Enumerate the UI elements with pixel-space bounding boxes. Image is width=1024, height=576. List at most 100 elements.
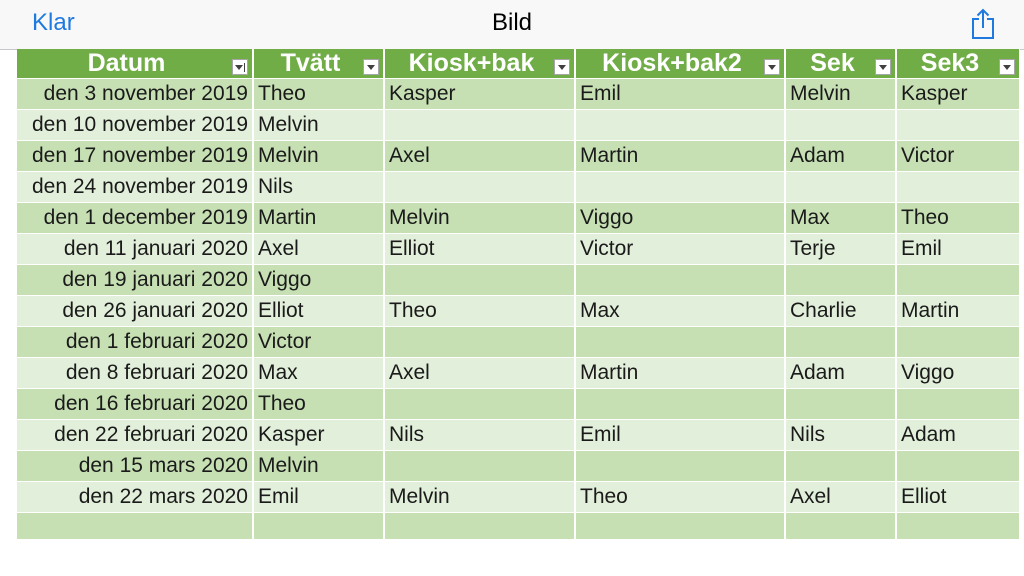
cell-datum <box>17 512 254 539</box>
cell-sek <box>785 264 897 296</box>
header-sek: Sek <box>785 49 897 79</box>
cell-datum: den 1 februari 2020 <box>17 326 254 358</box>
header-label: Sek <box>810 49 855 77</box>
cell-sek <box>785 512 897 539</box>
cell-sek: Adam <box>785 140 897 172</box>
cell-sek3: Martin <box>896 295 1020 327</box>
cell-sek3: Kasper <box>896 78 1020 110</box>
cell-tvatt: Martin <box>253 202 385 234</box>
cell-datum: den 1 december 2019 <box>17 202 254 234</box>
table-row: den 22 februari 2020 Kasper Nils Emil Nils Ad… <box>17 419 1020 451</box>
cell-sek <box>785 109 897 141</box>
cell-kiosk-bak <box>384 109 576 141</box>
cell-kiosk-bak: Axel <box>384 140 576 172</box>
done-button[interactable]: Klar <box>32 9 75 36</box>
table-row: den 22 mars 2020 Emil Melvin Theo Axel Elliot <box>17 481 1020 513</box>
table-row: den 19 januari 2020 Viggo <box>17 264 1020 296</box>
cell-kiosk-bak2 <box>575 264 786 296</box>
cell-datum: den 17 november 2019 <box>17 140 254 172</box>
cell-sek3 <box>896 450 1020 482</box>
bottom-area <box>0 539 1024 576</box>
cell-sek3: Emil <box>896 233 1020 265</box>
cell-sek <box>785 326 897 358</box>
cell-datum: den 11 januari 2020 <box>17 233 254 265</box>
table-row: den 26 januari 2020 Elliot Theo Max Charlie M… <box>17 295 1020 327</box>
cell-kiosk-bak2: Max <box>575 295 786 327</box>
cell-sek <box>785 388 897 420</box>
cell-kiosk-bak: Elliot <box>384 233 576 265</box>
filter-dropdown-icon[interactable] <box>764 59 780 75</box>
cell-sek: Melvin <box>785 78 897 110</box>
table-row: den 11 januari 2020 Axel Elliot Victor Terje… <box>17 233 1020 265</box>
cell-kiosk-bak: Melvin <box>384 481 576 513</box>
header-label: Datum <box>87 49 166 77</box>
table-row: den 1 december 2019 Martin Melvin Viggo Max T… <box>17 202 1020 234</box>
header-label: Kiosk+bak <box>408 49 535 77</box>
cell-sek3: Theo <box>896 202 1020 234</box>
cell-sek: Nils <box>785 419 897 451</box>
cell-tvatt: Melvin <box>253 109 385 141</box>
cell-kiosk-bak2 <box>575 450 786 482</box>
cell-tvatt <box>253 512 385 539</box>
cell-sek <box>785 171 897 203</box>
cell-kiosk-bak <box>384 512 576 539</box>
cell-tvatt: Axel <box>253 233 385 265</box>
cell-kiosk-bak: Axel <box>384 357 576 389</box>
sort-filter-icon[interactable] <box>232 59 248 75</box>
cell-datum: den 24 november 2019 <box>17 171 254 203</box>
cell-tvatt: Max <box>253 357 385 389</box>
cell-kiosk-bak2: Viggo <box>575 202 786 234</box>
filter-dropdown-icon[interactable] <box>999 59 1015 75</box>
cell-datum: den 22 mars 2020 <box>17 481 254 513</box>
header-tvatt: Tvätt <box>253 49 385 79</box>
filter-dropdown-icon[interactable] <box>554 59 570 75</box>
cell-kiosk-bak2: Martin <box>575 357 786 389</box>
cell-datum: den 26 januari 2020 <box>17 295 254 327</box>
cell-kiosk-bak2: Emil <box>575 78 786 110</box>
cell-tvatt: Melvin <box>253 140 385 172</box>
cell-datum: den 22 februari 2020 <box>17 419 254 451</box>
cell-kiosk-bak2: Theo <box>575 481 786 513</box>
table-row: den 15 mars 2020 Melvin <box>17 450 1020 482</box>
cell-sek <box>785 450 897 482</box>
cell-tvatt: Viggo <box>253 264 385 296</box>
cell-kiosk-bak: Nils <box>384 419 576 451</box>
cell-tvatt: Victor <box>253 326 385 358</box>
cell-kiosk-bak2: Victor <box>575 233 786 265</box>
table-row <box>17 512 1020 539</box>
cell-sek3 <box>896 512 1020 539</box>
cell-sek3 <box>896 388 1020 420</box>
filter-dropdown-icon[interactable] <box>363 59 379 75</box>
header-kiosk-bak: Kiosk+bak <box>384 49 576 79</box>
header-label: Kiosk+bak2 <box>602 49 742 77</box>
cell-datum: den 19 januari 2020 <box>17 264 254 296</box>
share-icon[interactable] <box>970 8 996 40</box>
cell-kiosk-bak2 <box>575 171 786 203</box>
cell-kiosk-bak: Theo <box>384 295 576 327</box>
header-kiosk-bak2: Kiosk+bak2 <box>575 49 786 79</box>
cell-sek: Axel <box>785 481 897 513</box>
navigation-bar: Klar Bild <box>0 0 1024 50</box>
cell-tvatt: Nils <box>253 171 385 203</box>
cell-datum: den 16 februari 2020 <box>17 388 254 420</box>
cell-datum: den 10 november 2019 <box>17 109 254 141</box>
cell-sek3 <box>896 264 1020 296</box>
cell-tvatt: Melvin <box>253 450 385 482</box>
cell-tvatt: Emil <box>253 481 385 513</box>
table-row: den 10 november 2019 Melvin <box>17 109 1020 141</box>
cell-kiosk-bak <box>384 264 576 296</box>
cell-kiosk-bak <box>384 326 576 358</box>
spreadsheet-image: Datum Tvätt Kiosk+bak Kiosk+bak2 Sek Sek… <box>17 49 1020 539</box>
cell-kiosk-bak2 <box>575 388 786 420</box>
cell-datum: den 15 mars 2020 <box>17 450 254 482</box>
cell-sek3: Adam <box>896 419 1020 451</box>
header-sek3: Sek3 <box>896 49 1020 79</box>
schedule-table: Datum Tvätt Kiosk+bak Kiosk+bak2 Sek Sek… <box>17 49 1020 539</box>
header-row: Datum Tvätt Kiosk+bak Kiosk+bak2 Sek Sek… <box>17 49 1020 79</box>
table-row: den 16 februari 2020 Theo <box>17 388 1020 420</box>
cell-sek: Adam <box>785 357 897 389</box>
cell-sek: Charlie <box>785 295 897 327</box>
cell-kiosk-bak <box>384 450 576 482</box>
cell-kiosk-bak <box>384 171 576 203</box>
filter-dropdown-icon[interactable] <box>875 59 891 75</box>
